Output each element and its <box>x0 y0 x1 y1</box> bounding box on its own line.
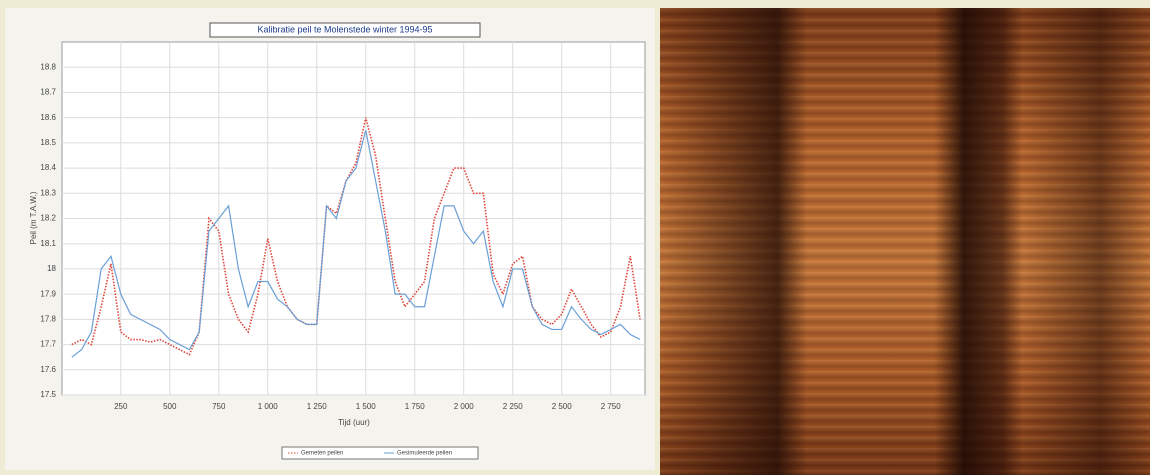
x-tick-label: 2 000 <box>454 402 475 411</box>
y-tick-label: 18.8 <box>40 62 56 71</box>
x-tick-label: 2 750 <box>601 402 622 411</box>
y-tick-label: 17.6 <box>40 365 56 374</box>
x-tick-label: 500 <box>163 402 177 411</box>
x-tick-label: 1 750 <box>405 402 426 411</box>
x-tick-label: 1 000 <box>258 402 279 411</box>
chart: Kalibratie peil te Molenstede winter 199… <box>0 0 660 475</box>
y-axis-label: Peil (m T.A.W.) <box>29 191 38 244</box>
y-tick-label: 18.2 <box>40 214 56 223</box>
water-photo <box>660 8 1150 475</box>
y-tick-label: 17.8 <box>40 314 56 323</box>
x-tick-label: 750 <box>212 402 226 411</box>
x-tick-label: 1 500 <box>356 402 377 411</box>
x-tick-label: 250 <box>114 402 128 411</box>
y-tick-label: 17.5 <box>40 390 56 399</box>
y-tick-label: 18 <box>47 264 56 273</box>
legend-label: Gemeten peilen <box>301 451 343 457</box>
x-axis-label: Tijd (uur) <box>338 418 370 427</box>
y-tick-label: 18.1 <box>40 239 56 248</box>
chart-title: Kalibratie peil te Molenstede winter 199… <box>257 24 432 34</box>
y-tick-label: 18.4 <box>40 163 56 172</box>
y-tick-label: 17.7 <box>40 340 56 349</box>
y-tick-label: 18.3 <box>40 188 56 197</box>
legend-label: Gesimuleerde peilen <box>397 451 452 457</box>
x-tick-label: 1 250 <box>307 402 328 411</box>
x-tick-label: 2 250 <box>503 402 524 411</box>
screen: Kalibratie peil te Molenstede winter 199… <box>0 0 1150 475</box>
y-tick-label: 18.5 <box>40 138 56 147</box>
y-tick-label: 17.9 <box>40 289 56 298</box>
y-tick-label: 18.6 <box>40 113 56 122</box>
x-tick-label: 2 500 <box>552 402 573 411</box>
y-tick-label: 18.7 <box>40 88 56 97</box>
